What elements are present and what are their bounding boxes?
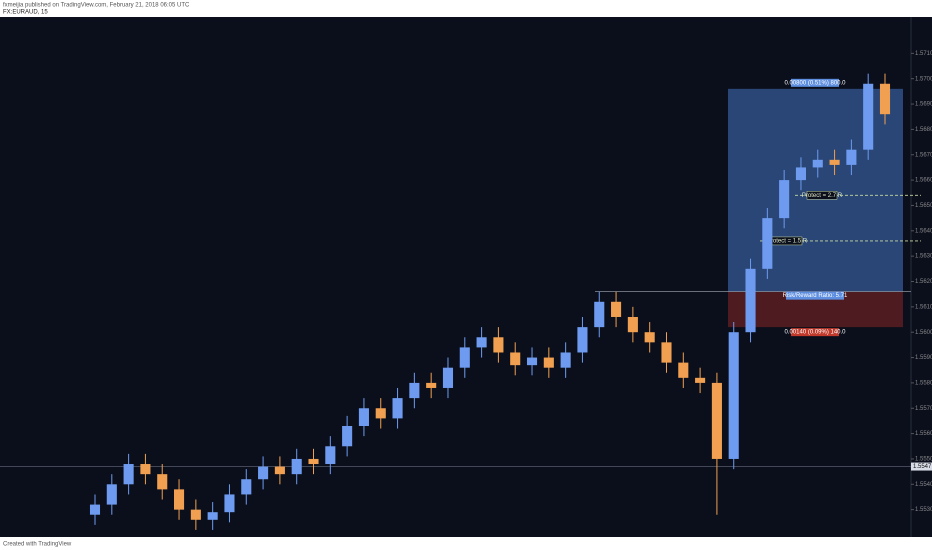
footer: Created with TradingView	[3, 542, 72, 548]
candle-body	[358, 408, 369, 426]
y-tick-label: 1.5550	[915, 457, 932, 463]
y-tick-label: 1.5620	[915, 279, 932, 285]
candle-body	[207, 512, 218, 520]
candle-body	[543, 357, 554, 368]
y-tick-label: 1.5650	[915, 203, 932, 209]
candle-body	[644, 332, 655, 343]
y-tick-label: 1.5580	[915, 380, 932, 386]
candle-body	[325, 446, 336, 465]
candle-body	[140, 464, 151, 475]
candle-body	[678, 362, 689, 378]
candle-body	[174, 489, 185, 510]
candle-body	[577, 327, 588, 353]
candle-body	[375, 408, 386, 419]
y-tick-label: 1.5540	[915, 482, 932, 488]
y-tick-label: 1.5690	[915, 102, 932, 108]
candle-body	[846, 149, 857, 165]
target-label-box	[791, 78, 839, 87]
candle-body	[779, 180, 790, 219]
y-tick-label: 1.5530	[915, 507, 932, 513]
candle-body	[426, 382, 437, 388]
stop-label-box	[791, 328, 839, 337]
candle-body	[476, 337, 487, 348]
candle-body	[711, 382, 722, 459]
y-tick-label: 1.5660	[915, 178, 932, 184]
target-zone	[728, 88, 903, 292]
y-tick-label: 1.5710	[915, 51, 932, 57]
candle-body	[728, 332, 739, 459]
candle-body	[829, 159, 840, 165]
y-tick-label: 1.5570	[915, 406, 932, 412]
candle-body	[762, 218, 773, 269]
candle-body	[224, 494, 235, 513]
candle-body	[745, 268, 756, 333]
candle-body	[560, 352, 571, 368]
y-tick-label: 1.5630	[915, 254, 932, 260]
header: fxmeijia published on TradingView.com, F…	[3, 3, 190, 9]
candle-body	[526, 357, 538, 366]
level-tag	[911, 462, 932, 471]
candle-body	[106, 484, 117, 505]
candle-body	[409, 382, 420, 399]
candle-body	[442, 367, 454, 388]
level-tag-label: 1.5547	[913, 464, 932, 470]
y-tick-label: 1.5600	[915, 330, 932, 336]
candle-body	[879, 83, 891, 115]
y-tick-label: 1.5640	[915, 228, 932, 234]
candle-body	[190, 509, 201, 520]
candle-body	[291, 458, 302, 475]
y-tick-label: 1.5680	[915, 127, 932, 133]
y-tick-label: 1.5610	[915, 304, 932, 310]
candle-body	[274, 466, 285, 475]
candle-body	[157, 474, 168, 490]
target-label: 0.00800 (0.51%) 800.0	[784, 80, 846, 86]
stop-label: 0.00140 (0.09%) 140.0	[784, 330, 846, 336]
y-tick-label: 1.5700	[915, 76, 932, 82]
ratio-label: Risk/Reward Ratio: 5.71	[783, 293, 848, 299]
candle-body	[661, 342, 672, 363]
ratio-label-box	[786, 291, 844, 300]
candle-body	[493, 337, 504, 353]
candle-body	[795, 167, 806, 181]
candle-body	[258, 466, 269, 480]
symbol: FX:EURAUD, 15	[3, 10, 48, 16]
candle-body	[611, 301, 622, 317]
candle-body	[863, 83, 874, 150]
y-tick-label: 1.5560	[915, 431, 932, 437]
candle-body	[241, 479, 252, 495]
candle-body	[627, 316, 638, 333]
candle-body	[459, 347, 470, 368]
candle-body	[308, 458, 319, 465]
candle-body	[594, 301, 605, 328]
y-tick-label: 1.5670	[915, 152, 932, 158]
candle-body	[342, 425, 353, 447]
candle-body	[510, 352, 521, 366]
candle-body	[812, 159, 823, 168]
candle-body	[695, 377, 706, 383]
protect-label: Protect = 1.5 R	[767, 239, 808, 245]
protect-label: Protect = 2.7 R	[802, 193, 843, 199]
protect-box	[806, 191, 838, 200]
y-tick-label: 1.5590	[915, 355, 932, 361]
candle-body	[89, 504, 101, 515]
candle-body	[123, 464, 134, 485]
candle-body	[392, 398, 403, 419]
